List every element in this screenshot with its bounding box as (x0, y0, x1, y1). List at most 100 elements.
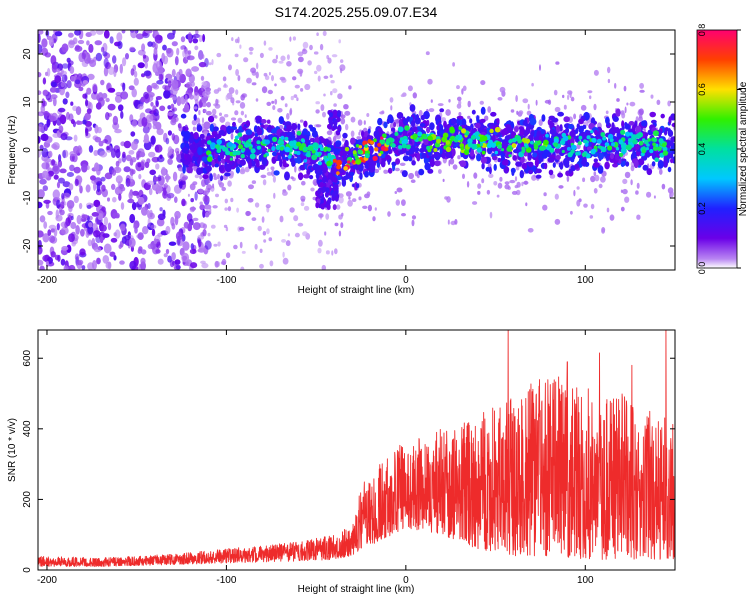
spectral-blob (218, 129, 225, 136)
spectral-blob (642, 155, 648, 161)
spectral-blob (123, 140, 132, 149)
spectral-blob (40, 133, 49, 142)
spectrogram-y-tick-label: 10 (22, 96, 33, 108)
spectral-blob (308, 124, 314, 129)
spectral-blob (271, 75, 274, 82)
spectral-blob (241, 250, 246, 254)
spectral-blob (563, 116, 570, 123)
spectral-blob (124, 234, 131, 241)
spectral-blob (94, 162, 100, 172)
spectral-blob (322, 30, 327, 37)
spectral-blob (61, 63, 69, 69)
spectral-blob (638, 108, 644, 115)
spectral-blob (215, 98, 219, 106)
spectral-blob (192, 126, 196, 132)
spectral-blob (610, 153, 614, 160)
spectral-blob (469, 118, 473, 124)
spectral-blob (192, 33, 201, 39)
spectral-blob (312, 142, 319, 149)
spectral-blob (630, 165, 635, 172)
spectral-blob (234, 53, 239, 58)
spectral-blob (458, 126, 463, 131)
spectral-blob (52, 189, 60, 200)
spectral-blob (129, 158, 134, 166)
spectral-blob (214, 260, 219, 268)
spectral-blob (322, 176, 327, 182)
spectral-blob (235, 69, 240, 76)
spectrogram-y-tick-label: -20 (22, 238, 33, 253)
spectral-blob (315, 202, 320, 209)
spectral-blob (224, 83, 227, 87)
figure-title: S174.2025.255.09.07.E34 (275, 4, 438, 20)
spectral-blob (220, 175, 224, 181)
spectral-blob (481, 178, 485, 184)
spectral-blob (654, 157, 659, 162)
spectral-blob (110, 148, 117, 159)
spectral-blob (659, 168, 663, 175)
spectral-blob (247, 198, 254, 203)
spectral-blob (263, 40, 267, 46)
spectral-blob (292, 76, 297, 81)
spectral-blob (421, 152, 427, 159)
spectral-blob (176, 150, 180, 158)
spectral-blob (655, 152, 661, 159)
spectral-blob (624, 171, 631, 179)
spectral-blob (671, 122, 675, 128)
spectral-blob (559, 139, 566, 146)
spectral-blob (219, 151, 225, 160)
spectral-blob (618, 139, 624, 145)
spectral-blob (201, 262, 209, 269)
spectral-blob (39, 265, 45, 270)
spectral-blob (394, 132, 399, 136)
spectral-blob (271, 100, 275, 104)
snr-x-label: Height of straight line (km) (298, 584, 415, 595)
spectral-blob (327, 153, 332, 157)
spectral-blob (402, 118, 409, 126)
spectral-blob (240, 266, 245, 270)
spectral-blob (193, 114, 197, 121)
spectral-blob (458, 100, 462, 106)
spectral-blob (192, 222, 201, 231)
spectral-blob (355, 144, 360, 148)
spectral-blob (290, 176, 294, 180)
spectral-blob (192, 38, 199, 44)
spectral-blob (240, 94, 245, 101)
spectral-blob (107, 222, 112, 231)
spectral-blob (209, 173, 213, 182)
spectral-blob (154, 43, 158, 50)
spectral-blob (299, 164, 306, 171)
spectral-blob (475, 135, 481, 141)
spectral-blob (558, 185, 564, 189)
spectral-blob (511, 143, 517, 148)
spectral-blob (157, 181, 163, 188)
spectral-blob (178, 181, 183, 189)
spectral-blob (433, 151, 440, 157)
spectral-blob (344, 110, 351, 116)
spectral-blob (119, 223, 126, 232)
spectral-blob (208, 115, 215, 123)
spectral-blob (516, 110, 519, 115)
spectral-blob (286, 113, 290, 120)
spectral-blob (399, 137, 404, 141)
spectral-blob (121, 30, 126, 34)
spectral-blob (201, 117, 205, 124)
spectral-blob (333, 183, 338, 190)
spectral-blob (39, 215, 46, 223)
spectral-blob (582, 177, 586, 183)
spectral-blob (398, 145, 403, 150)
spectral-blob (361, 130, 365, 138)
spectral-blob (438, 169, 442, 174)
spectral-blob (578, 135, 583, 140)
spectral-blob (337, 93, 343, 100)
spectral-blob (332, 135, 337, 143)
spectral-blob (598, 152, 604, 160)
spectral-blob (256, 62, 259, 70)
spectral-blob (318, 213, 324, 218)
spectral-blob (255, 119, 262, 124)
spectrogram-y-tick-label: 20 (22, 48, 33, 60)
spectral-blob (105, 112, 110, 121)
spectral-blob (356, 136, 362, 140)
spectral-blob (333, 148, 341, 155)
spectral-blob (322, 111, 326, 118)
spectral-blob (174, 259, 181, 265)
